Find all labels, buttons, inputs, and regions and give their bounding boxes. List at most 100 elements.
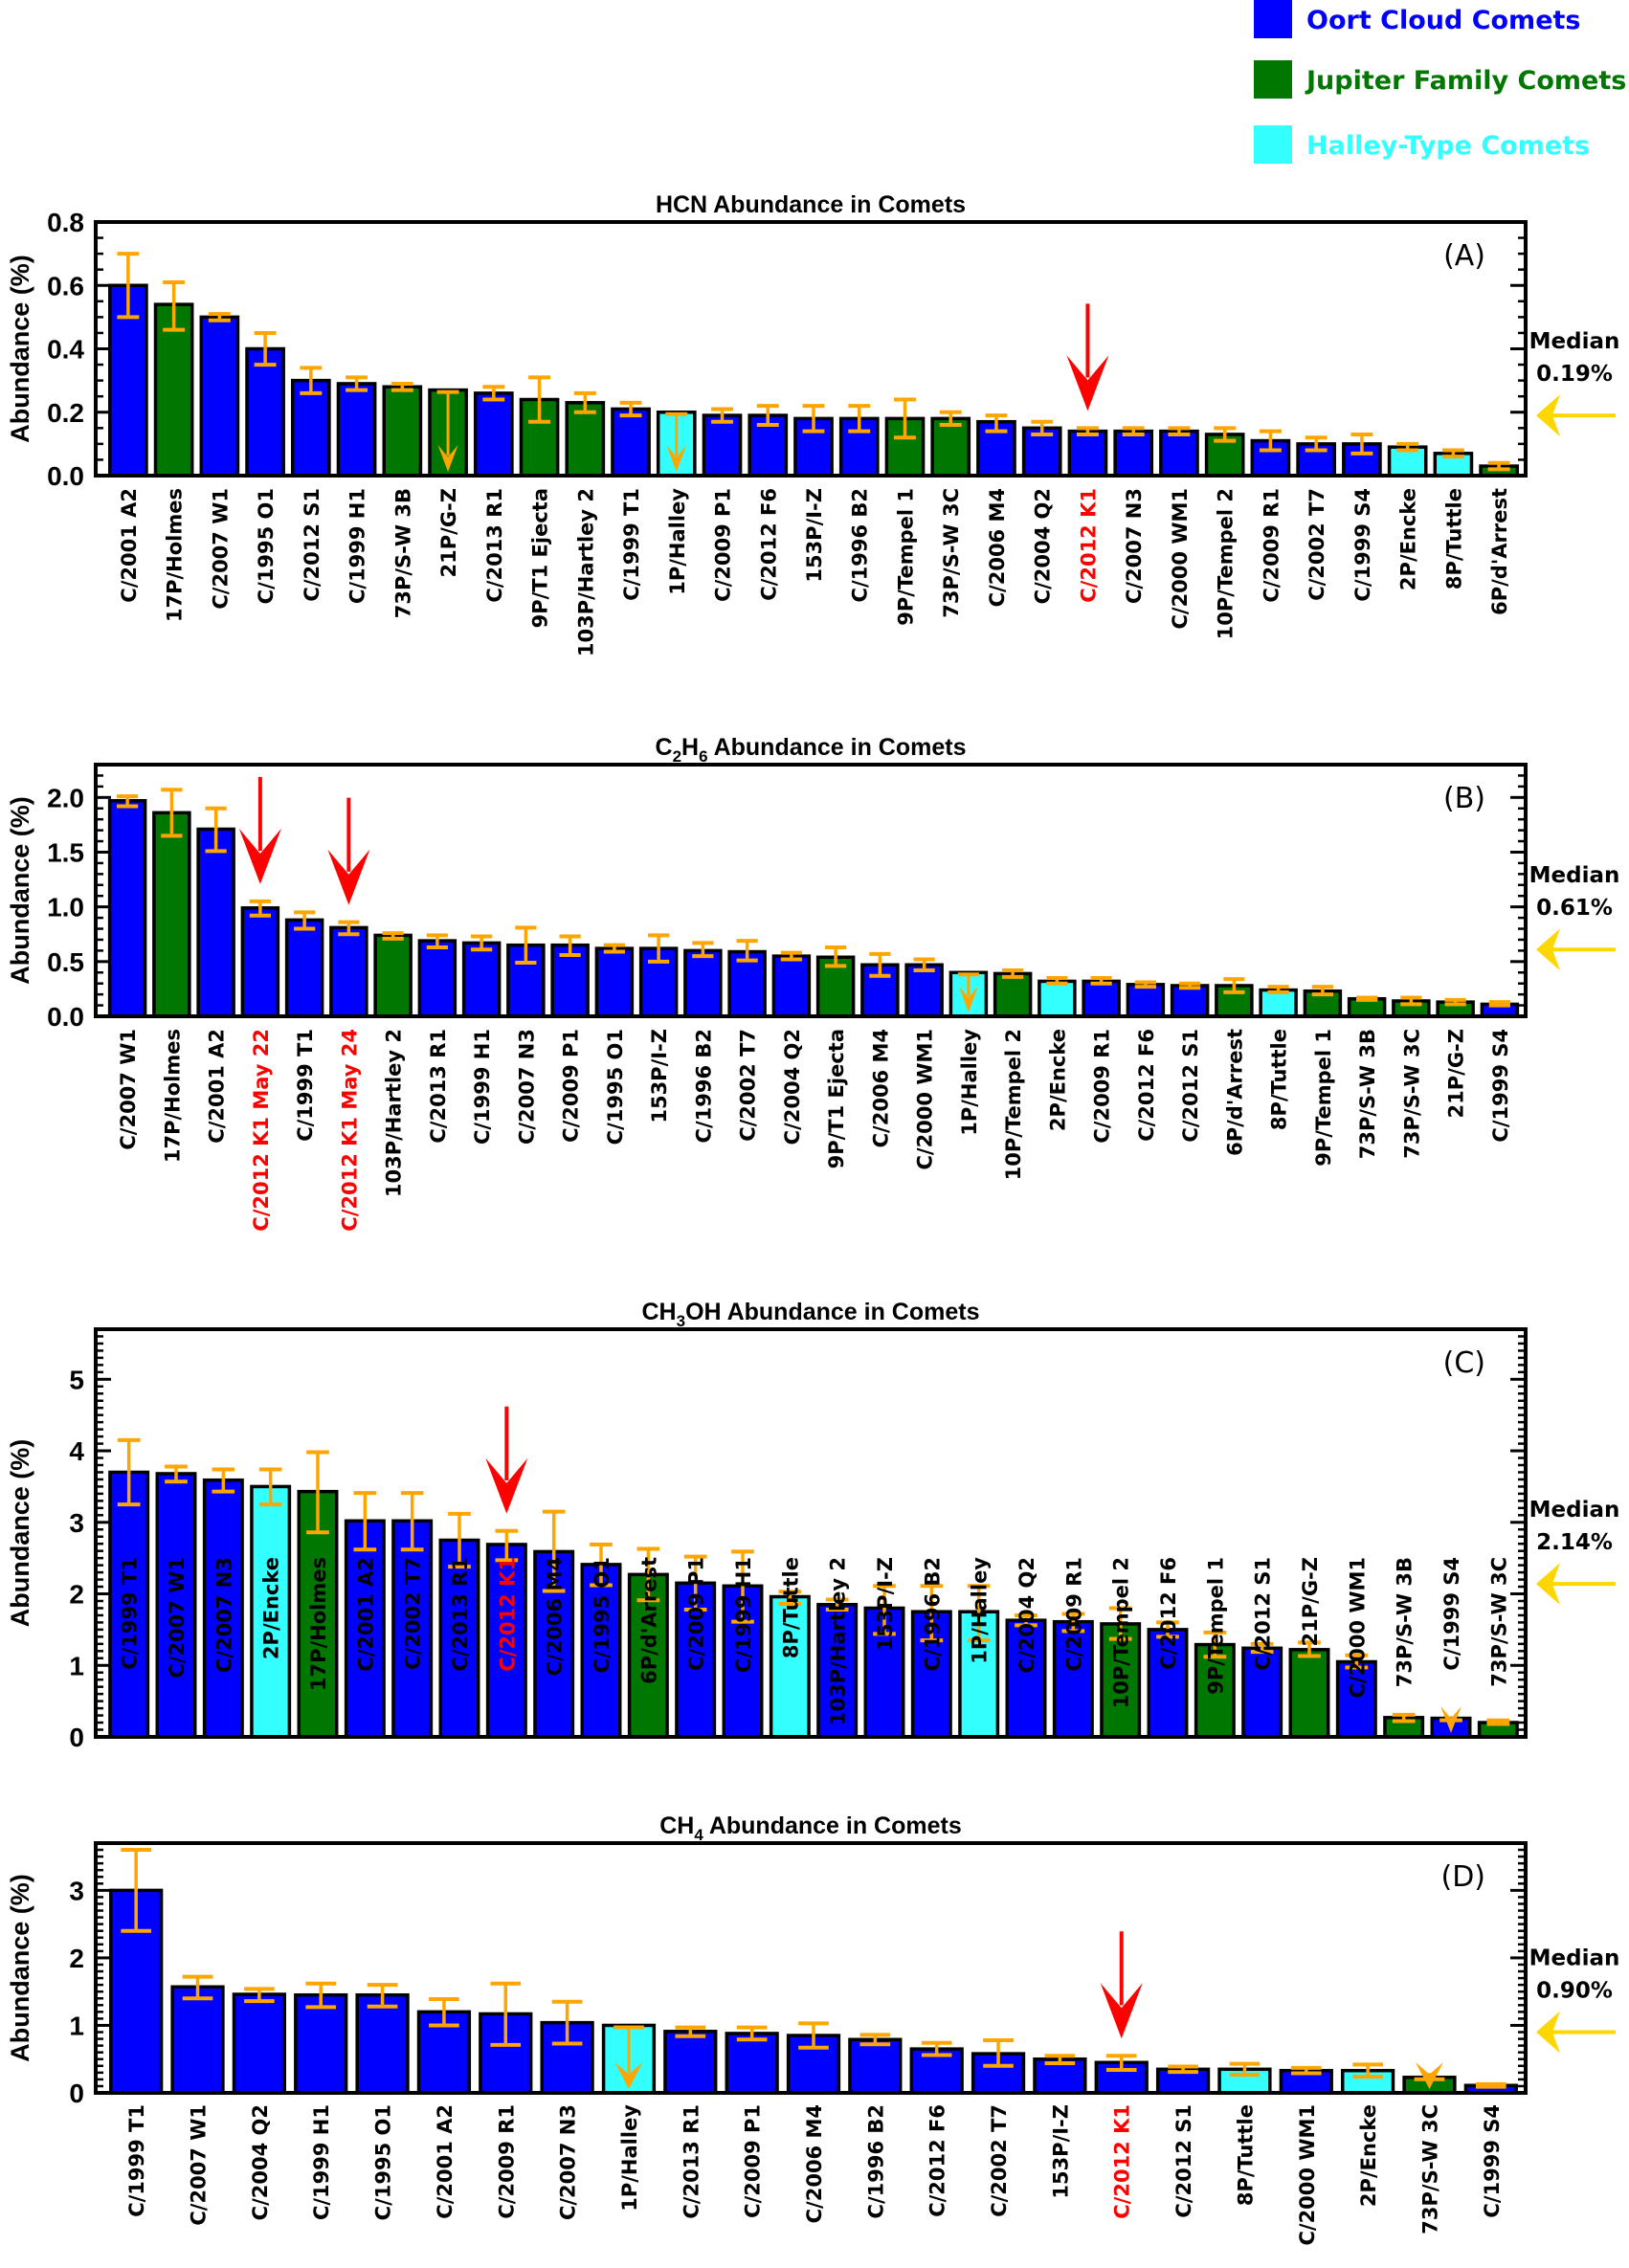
bar: [771, 954, 812, 1018]
bar-group: [627, 1546, 669, 1739]
category-label: 17P/Holmes: [161, 1029, 184, 1163]
category-label: C/1999 T1: [119, 1557, 142, 1670]
bar: [382, 385, 423, 478]
category-label: C/1995 O1: [372, 2104, 395, 2220]
category-label: C/2012 S1: [301, 488, 324, 602]
bar-group: [1066, 303, 1109, 478]
category-label: C/2001 A2: [206, 1029, 229, 1144]
bar-group: [1392, 995, 1431, 1018]
bar-group: [1433, 448, 1474, 478]
bar-group: [702, 407, 743, 478]
bar-group: [284, 910, 324, 1018]
category-label: C/2012 K1: [1111, 2104, 1134, 2219]
bar-group: [238, 776, 281, 1018]
bar-group: [748, 404, 789, 478]
y-tick-label: 0.6: [47, 271, 84, 300]
y-axis-label: Abundance (%): [6, 1439, 34, 1628]
bar-group: [725, 2025, 779, 2095]
category-label: 6P/d'Arrest: [637, 1557, 660, 1684]
median-value: 0.61%: [1536, 896, 1613, 921]
upper-limit-arrow-head: [614, 2062, 643, 2089]
bar-group: [1113, 426, 1154, 478]
highlight-arrow-head: [327, 849, 370, 905]
bar-group: [155, 1464, 197, 1739]
category-label: 153P/I-Z: [1049, 2104, 1072, 2199]
bar-group: [336, 375, 377, 478]
title-subscript: 6: [699, 747, 707, 766]
bar-group: [1436, 997, 1475, 1018]
bar-group: [196, 806, 235, 1018]
category-label: 9P/Tempel 1: [1204, 1557, 1227, 1695]
bar-group: [930, 410, 971, 478]
category-label: C/2000 WM1: [914, 1029, 937, 1170]
y-tick-label: 0.5: [47, 947, 84, 977]
bar: [1288, 1648, 1330, 1739]
title-subscript: 2: [673, 747, 681, 766]
category-label: 153P/I-Z: [874, 1557, 897, 1652]
bar: [848, 2037, 903, 2095]
y-axis-label: Abundance (%): [6, 1874, 34, 2062]
category-label: C/1999 T1: [294, 1029, 317, 1142]
bar: [1082, 979, 1121, 1018]
bar: [199, 315, 240, 478]
bar-group: [417, 933, 457, 1018]
bar: [683, 948, 723, 1018]
category-label: C/2012 S1: [1179, 1029, 1202, 1143]
median-label: Median: [1529, 1946, 1620, 1971]
median-label: Median: [1529, 329, 1620, 354]
category-label: 1P/Halley: [969, 1557, 992, 1664]
bar: [391, 1519, 434, 1739]
bar-group: [1387, 441, 1428, 478]
category-label: C/2012 K1: [496, 1557, 519, 1672]
bar-group: [1480, 1000, 1520, 1018]
bar-group: [1005, 1612, 1047, 1739]
category-label: C/2006 M4: [986, 488, 1009, 607]
category-label: 73P/S-W 3B: [391, 488, 414, 618]
category-label: C/2007 W1: [209, 488, 232, 610]
legend-label: Halley-Type Comets: [1306, 131, 1590, 161]
plot-frame: [94, 1841, 1528, 2095]
highlight-arrow-head: [485, 1457, 528, 1514]
category-label: C/2000 WM1: [1346, 1557, 1369, 1699]
bar-group: [391, 1491, 434, 1739]
category-label: C/2000 WM1: [1296, 2104, 1319, 2246]
category-label: C/2002 T7: [1305, 488, 1328, 601]
category-label: C/1995 O1: [591, 1557, 614, 1673]
bar-group: [976, 413, 1016, 478]
bar-group: [232, 1987, 287, 2095]
category-label: C/2001 A2: [354, 1557, 377, 1672]
bar: [373, 933, 413, 1018]
y-tick-label: 0.0: [47, 461, 84, 491]
category-label: C/2007 W1: [166, 1557, 189, 1679]
bar-group: [550, 934, 590, 1018]
category-label: C/2007 N3: [1123, 488, 1146, 604]
bar-group: [1259, 985, 1298, 1018]
y-tick-label: 0.4: [47, 335, 84, 365]
category-label: C/1995 O1: [604, 1029, 627, 1145]
y-tick-label: 0: [69, 2079, 84, 2108]
chart-a: HCN Abundance in Comets C/2001 A2 17P/Holm…: [6, 191, 1619, 656]
category-label: C/1999 S4: [1481, 2104, 1504, 2218]
category-label: C/1999 H1: [732, 1557, 755, 1673]
bar-group: [1155, 2064, 1211, 2095]
category-label: 8P/Tuttle: [1442, 488, 1465, 589]
median-value: 0.90%: [1536, 1979, 1613, 2004]
category-label: C/2009 R1: [495, 2104, 518, 2219]
category-label: C/1999 T1: [125, 2104, 148, 2217]
bar-group: [109, 1848, 164, 2095]
bar-group: [838, 404, 880, 478]
category-label: C/2006 M4: [869, 1029, 892, 1147]
category-label: C/1999 H1: [346, 488, 369, 604]
bar: [438, 1538, 480, 1739]
category-label: 73P/S-W 3C: [1400, 1029, 1423, 1159]
legend-swatch: [1254, 0, 1292, 38]
category-label: C/2012 S1: [1172, 2104, 1195, 2218]
panel-label: (D): [1440, 1860, 1485, 1894]
category-label: 1P/Halley: [666, 488, 689, 595]
y-tick-label: 0.0: [47, 1002, 84, 1032]
category-label: 73P/S-W 3B: [1356, 1029, 1379, 1159]
category-label: C/2009 R1: [1062, 1557, 1085, 1672]
category-label: C/2012 K1: [1077, 488, 1100, 603]
category-label: C/2013 R1: [680, 2104, 703, 2219]
bar: [417, 939, 457, 1018]
